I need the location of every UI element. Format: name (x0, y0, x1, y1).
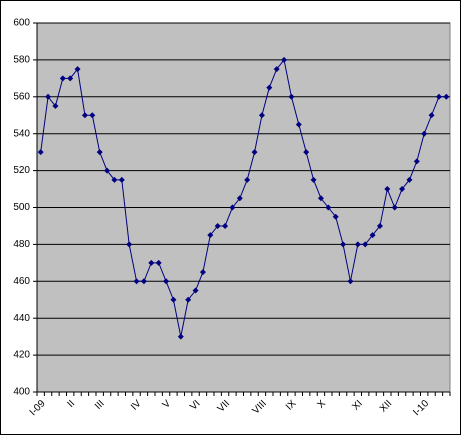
marker (421, 130, 428, 137)
marker (443, 93, 450, 100)
x-tick-label: II (65, 398, 77, 410)
marker (192, 287, 199, 294)
y-tick-label: 560 (13, 91, 30, 102)
marker (37, 149, 44, 156)
y-tick-label: 400 (13, 387, 30, 398)
y-tick-label: 460 (13, 276, 30, 287)
marker (133, 278, 140, 285)
marker (354, 241, 361, 248)
marker (384, 186, 391, 193)
marker (126, 241, 133, 248)
marker (199, 269, 206, 276)
marker (96, 149, 103, 156)
marker (155, 259, 162, 266)
marker (59, 75, 66, 82)
y-tick-label: 600 (13, 18, 30, 29)
marker (185, 296, 192, 303)
marker (391, 204, 398, 211)
marker (45, 93, 52, 100)
marker (295, 121, 302, 128)
marker (266, 84, 273, 91)
marker (288, 93, 295, 100)
marker (428, 112, 435, 119)
marker (362, 241, 369, 248)
marker (399, 186, 406, 193)
marker (214, 222, 221, 229)
y-tick-label: 500 (13, 202, 30, 213)
marker (435, 93, 442, 100)
marker (104, 167, 111, 174)
marker (222, 222, 229, 229)
y-tick-label: 420 (13, 350, 30, 361)
y-tick-label: 540 (13, 128, 30, 139)
marker (118, 176, 125, 183)
marker (347, 278, 354, 285)
marker (229, 204, 236, 211)
marker (148, 259, 155, 266)
marker (376, 222, 383, 229)
marker (273, 66, 280, 73)
marker (369, 232, 376, 239)
marker (317, 195, 324, 202)
marker (89, 112, 96, 119)
marker (340, 241, 347, 248)
marker (251, 149, 258, 156)
marker (177, 333, 184, 340)
y-tick-label: 480 (13, 239, 30, 250)
marker (413, 158, 420, 165)
marker (244, 176, 251, 183)
marker (406, 176, 413, 183)
marker (140, 278, 147, 285)
marker (207, 232, 214, 239)
marker (310, 176, 317, 183)
marker (325, 204, 332, 211)
y-tick-label: 440 (13, 313, 30, 324)
marker (52, 103, 59, 110)
marker (236, 195, 243, 202)
marker (258, 112, 265, 119)
marker (170, 296, 177, 303)
y-tick-label: 520 (13, 165, 30, 176)
marker (163, 278, 170, 285)
marker (74, 66, 81, 73)
marker (332, 213, 339, 220)
marker (67, 75, 74, 82)
y-tick-label: 580 (13, 55, 30, 66)
marker (303, 149, 310, 156)
marker (111, 176, 118, 183)
marker (81, 112, 88, 119)
marker (281, 56, 288, 63)
